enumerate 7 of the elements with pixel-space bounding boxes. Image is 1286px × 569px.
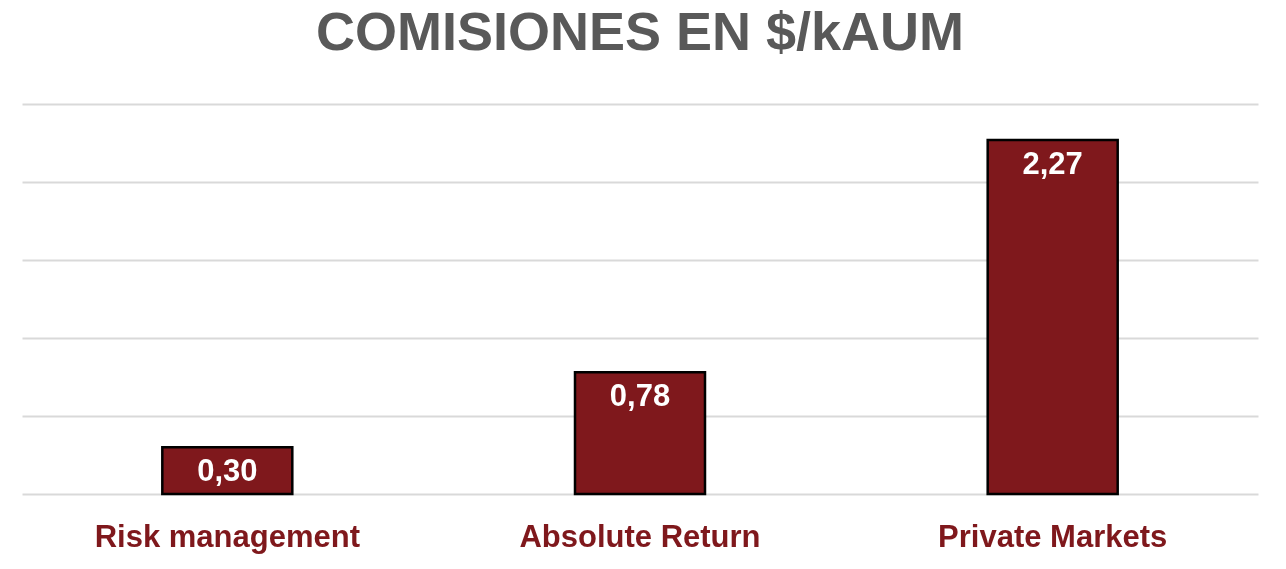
x-tick-label: Absolute Return [519, 518, 761, 554]
x-tick-label: Risk management [94, 518, 360, 554]
x-tick-label: Private Markets [938, 518, 1168, 554]
data-label: 2,27 [1022, 145, 1083, 181]
data-label: 0,78 [609, 378, 671, 414]
data-label: 0,30 [197, 453, 258, 489]
chart-title: COMISIONES EN $/kAUM [315, 1, 965, 61]
